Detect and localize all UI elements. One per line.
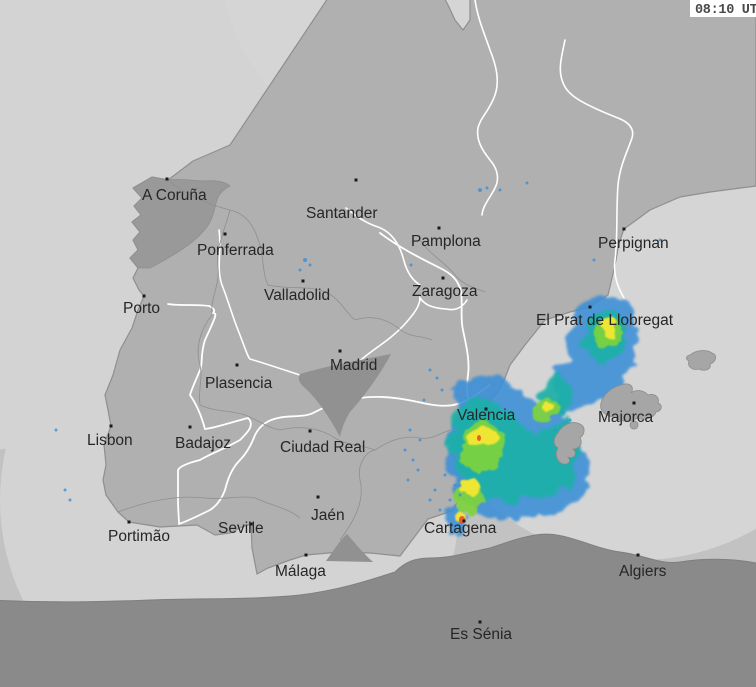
svg-text:Algiers: Algiers xyxy=(619,563,667,580)
svg-text:Majorca: Majorca xyxy=(598,409,654,426)
svg-text:Santander: Santander xyxy=(306,205,378,222)
svg-text:Es Sénia: Es Sénia xyxy=(450,626,512,643)
svg-text:Perpignan: Perpignan xyxy=(598,235,669,252)
svg-text:Ciudad Real: Ciudad Real xyxy=(280,439,365,456)
svg-text:Málaga: Málaga xyxy=(275,563,326,580)
svg-text:Madrid: Madrid xyxy=(330,357,377,374)
svg-text:El Prat de Llobregat: El Prat de Llobregat xyxy=(536,312,674,329)
svg-text:Badajoz: Badajoz xyxy=(175,435,231,452)
svg-text:Lisbon: Lisbon xyxy=(87,432,133,449)
svg-text:Jaén: Jaén xyxy=(311,507,345,524)
svg-text:A Coruña: A Coruña xyxy=(142,187,207,204)
svg-text:Zaragoza: Zaragoza xyxy=(412,283,478,300)
svg-text:Seville: Seville xyxy=(218,520,264,537)
svg-text:Pamplona: Pamplona xyxy=(411,233,481,250)
svg-text:Porto: Porto xyxy=(123,300,160,317)
svg-text:Portimão: Portimão xyxy=(108,528,170,545)
svg-text:08:10 UTC: 08:10 UTC xyxy=(695,3,756,18)
svg-text:Ponferrada: Ponferrada xyxy=(197,242,274,259)
svg-text:Cartagena: Cartagena xyxy=(424,520,497,537)
svg-text:Valencia: Valencia xyxy=(457,407,516,424)
svg-text:Valladolid: Valladolid xyxy=(264,287,330,304)
svg-text:Plasencia: Plasencia xyxy=(205,375,273,392)
